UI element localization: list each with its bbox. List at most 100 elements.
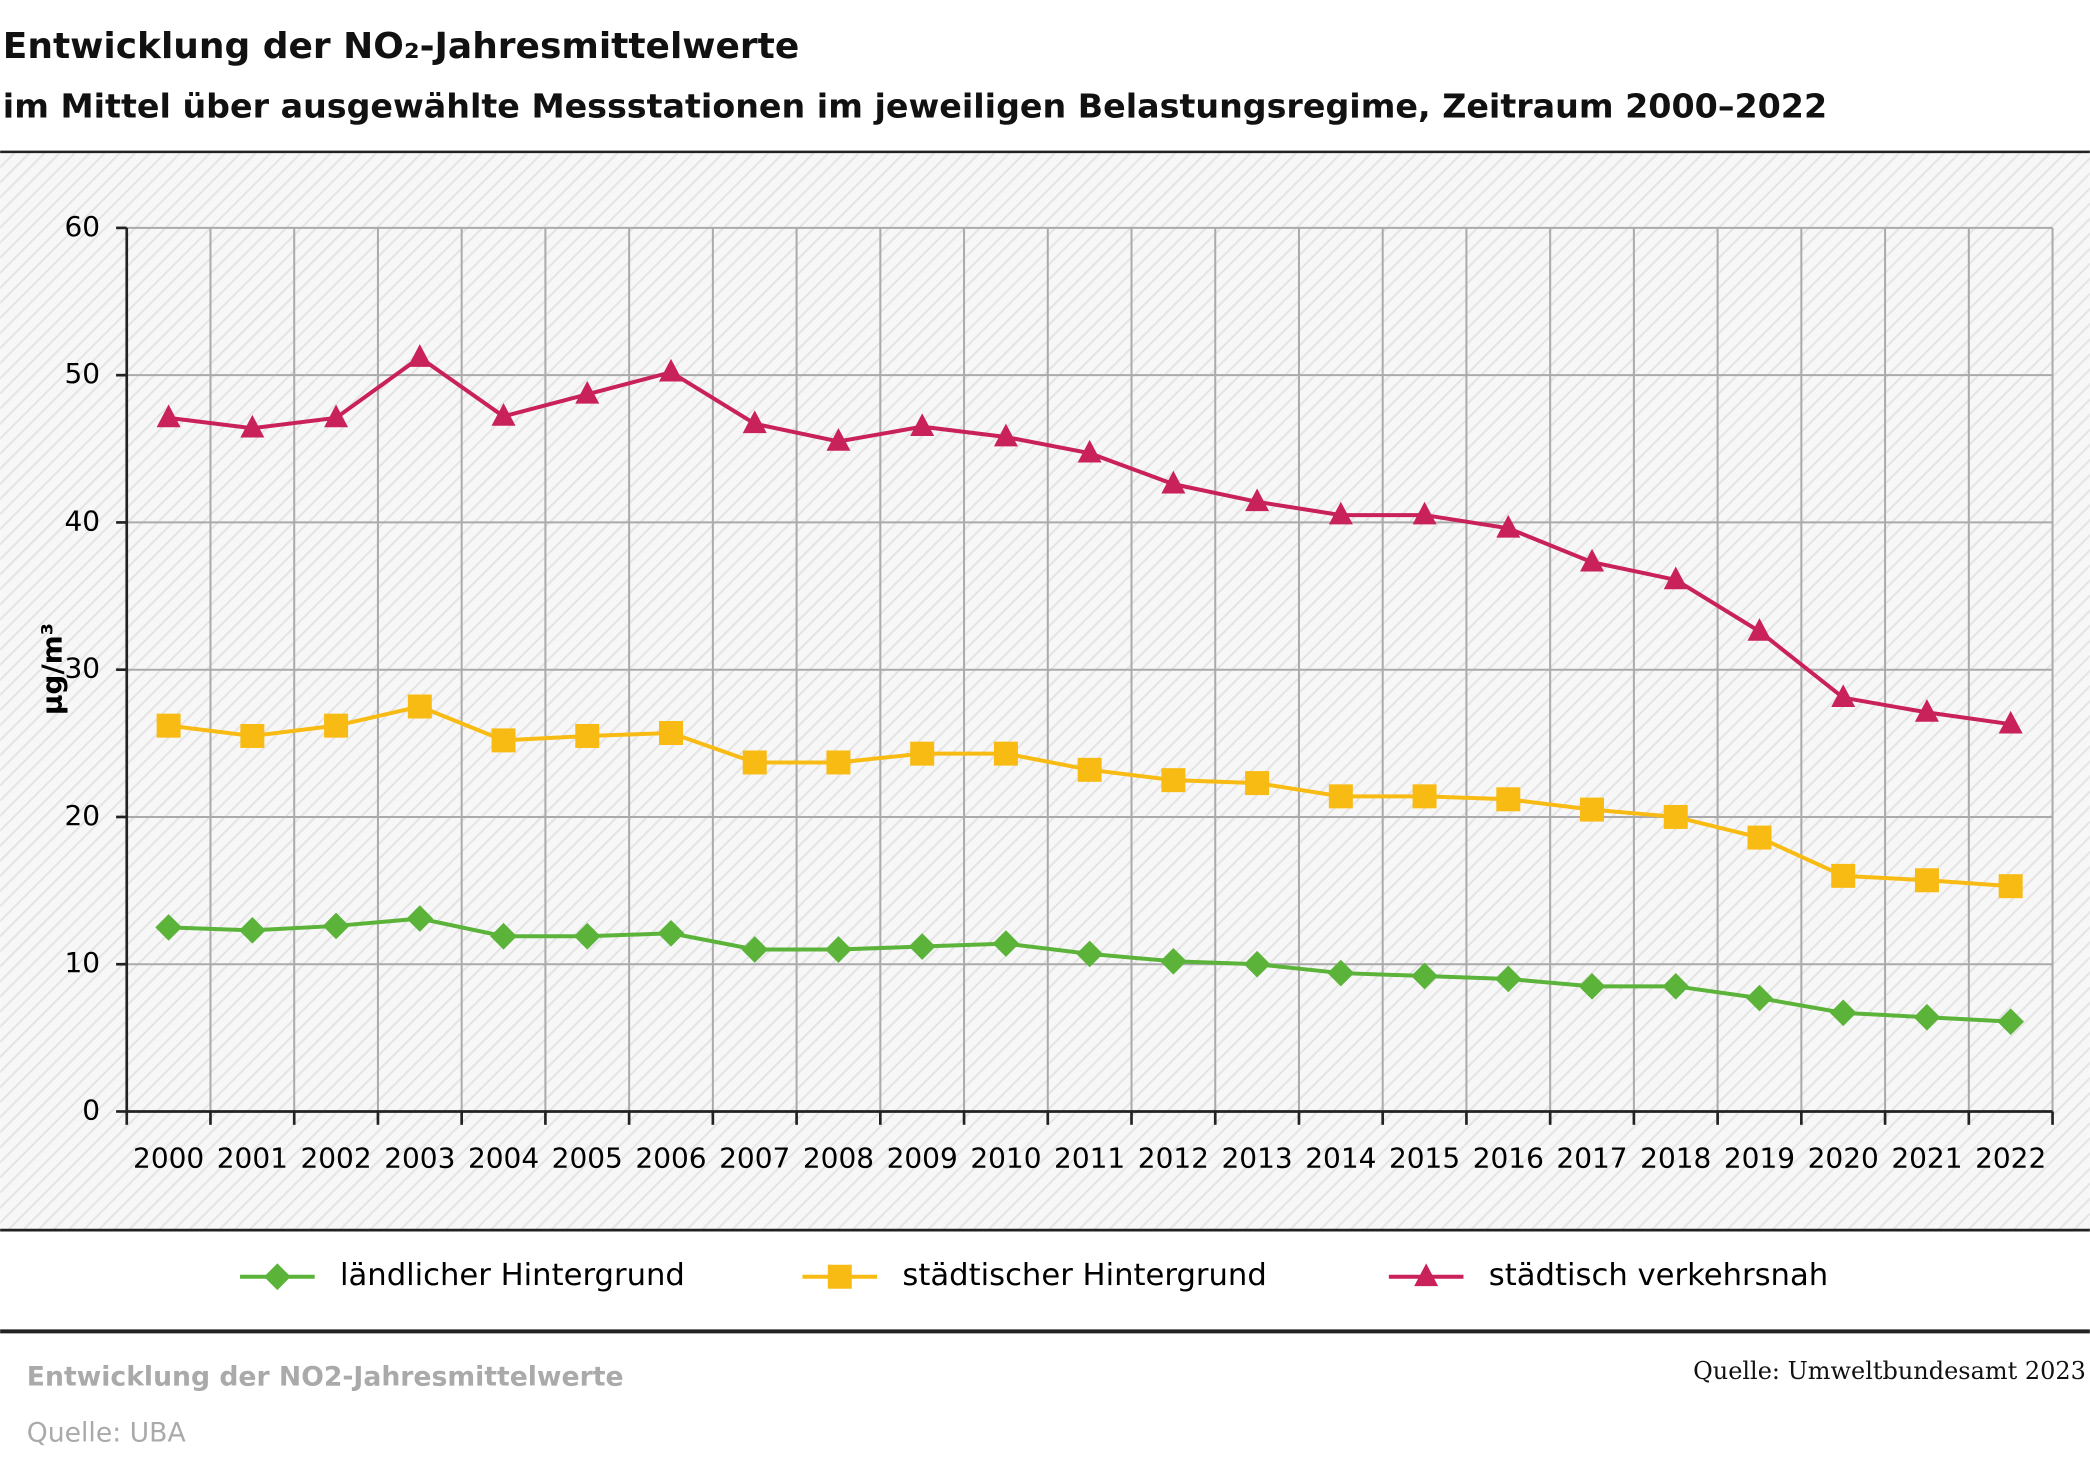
data-point [742, 410, 767, 434]
x-tick-label: 2014 [1305, 1141, 1376, 1174]
data-point [322, 912, 350, 940]
x-tick-label: 2019 [1724, 1141, 1795, 1174]
data-point [490, 922, 517, 950]
x-tick-label: 2012 [1138, 1141, 1209, 1174]
x-tick-label: 2006 [635, 1141, 706, 1174]
x-tick-label: 2018 [1640, 1141, 1711, 1174]
data-point [657, 919, 685, 947]
data-point [1077, 757, 1102, 782]
data-point [908, 933, 936, 960]
data-point [491, 403, 516, 426]
data-point [1747, 618, 1772, 641]
y-tick-label: 30 [65, 652, 101, 685]
data-point [573, 922, 601, 950]
x-tick-label: 2002 [300, 1141, 371, 1174]
data-point [742, 750, 767, 775]
y-tick-label: 40 [65, 504, 101, 537]
y-tick-label: 60 [65, 210, 101, 243]
data-point [993, 741, 1018, 766]
x-tick-label: 2021 [1891, 1141, 1962, 1174]
x-tick-label: 2004 [468, 1141, 539, 1174]
data-point [1161, 768, 1186, 793]
data-point [1578, 972, 1606, 1000]
data-point [1245, 488, 1270, 512]
data-point [1998, 710, 2023, 734]
x-tick-label: 2003 [384, 1141, 455, 1174]
x-tick-label: 2016 [1473, 1141, 1544, 1174]
y-tick-label: 0 [82, 1093, 100, 1126]
data-point [155, 914, 182, 941]
data-point [1328, 501, 1353, 525]
data-point [1662, 972, 1690, 1000]
data-point [1496, 514, 1521, 538]
data-point [1831, 863, 1856, 888]
data-point [1245, 771, 1270, 796]
data-point [993, 423, 1018, 447]
data-point [407, 344, 432, 367]
x-tick-label: 2007 [719, 1141, 790, 1174]
plot: 0 10 20 30 40 50 60 2000 2001 2002 2003 2004 2005 200… [65, 210, 2054, 1293]
data-point [1328, 784, 1353, 809]
data-point [826, 750, 851, 775]
data-point [1160, 947, 1187, 975]
legend-label: städtischer Hintergrund [902, 1258, 1266, 1293]
data-point [910, 413, 935, 437]
y-tick-label: 10 [65, 946, 101, 979]
data-point [1412, 784, 1437, 809]
data-point [1327, 959, 1355, 987]
footer-caption: Entwicklung der NO2-Jahresmittelwerte [27, 1362, 624, 1393]
x-tick-label: 2008 [803, 1141, 874, 1174]
legend-marker [264, 1263, 291, 1291]
data-point [1914, 699, 1939, 722]
data-point [1076, 940, 1103, 968]
data-point [826, 428, 851, 451]
y-tick-label: 20 [65, 799, 101, 832]
data-point [1243, 950, 1271, 978]
x-tick-label: 2009 [887, 1141, 958, 1174]
x-tick-label: 2000 [133, 1141, 204, 1174]
data-point [324, 404, 349, 428]
data-point [825, 936, 852, 963]
data-point [240, 723, 265, 748]
data-point [491, 728, 516, 753]
data-point [1831, 684, 1856, 708]
data-point [1580, 548, 1605, 572]
x-tick-label: 2010 [970, 1141, 1041, 1174]
data-point [406, 905, 434, 932]
data-point [1746, 984, 1773, 1012]
x-tick-label: 2020 [1808, 1141, 1879, 1174]
data-point [1663, 804, 1688, 829]
data-point [575, 380, 600, 404]
legend-label: städtisch verkehrsnah [1489, 1258, 1828, 1293]
data-point [659, 358, 683, 382]
data-point [1914, 868, 1939, 893]
data-point [1412, 501, 1437, 525]
x-tick-label: 2001 [217, 1141, 288, 1174]
legend-marker [1414, 1263, 1439, 1287]
data-point [1161, 470, 1186, 494]
legend-item: städtisch verkehrsnah [1388, 1258, 1828, 1293]
footer-source: Quelle: UBA [27, 1418, 186, 1449]
x-tick-label: 2013 [1222, 1141, 1293, 1174]
data-point [1747, 825, 1772, 850]
data-point [741, 936, 769, 963]
data-point [1998, 874, 2023, 899]
x-tick-label: 2015 [1389, 1141, 1460, 1174]
y-axis-label: µg/m³ [35, 623, 68, 715]
data-point [407, 694, 432, 719]
footer-credit: Quelle: Umweltbundesamt 2023 [1693, 1357, 2086, 1385]
x-tick-label: 2005 [552, 1141, 623, 1174]
data-point [1496, 787, 1521, 812]
plot-background [0, 153, 2090, 1231]
data-point [910, 741, 935, 766]
x-tick-label: 2022 [1975, 1141, 2046, 1174]
data-point [1663, 566, 1688, 590]
data-point [324, 713, 349, 738]
data-point [156, 713, 181, 738]
legend-marker [827, 1264, 852, 1289]
data-point [1580, 797, 1605, 822]
data-point [240, 414, 265, 438]
legend-label: ländlicher Hintergrund [340, 1258, 685, 1293]
